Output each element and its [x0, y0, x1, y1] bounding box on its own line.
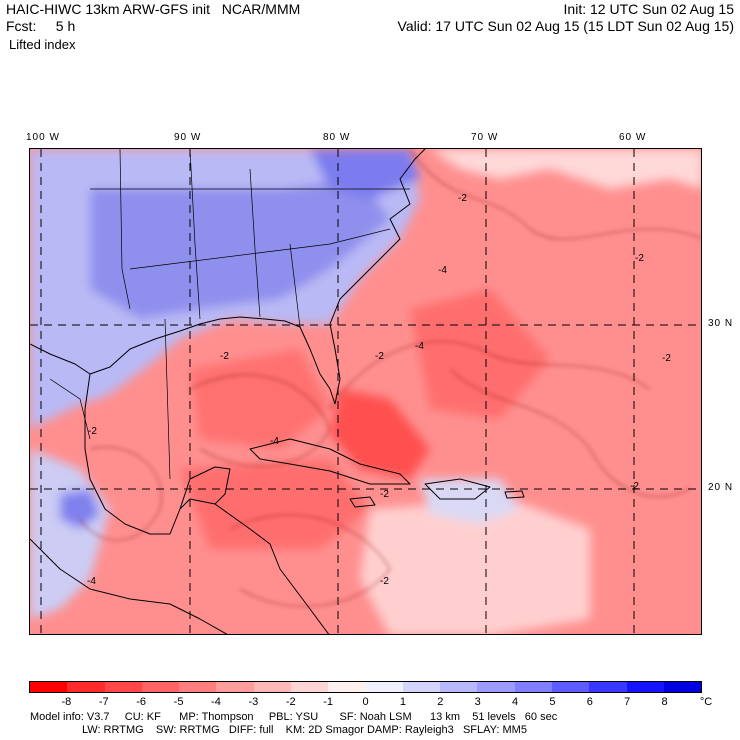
contour-label: -2	[220, 351, 229, 362]
lon-label-80w: 80 W	[323, 132, 351, 143]
colorbar-swatch	[365, 682, 403, 692]
valid-time: Valid: 17 UTC Sun 02 Aug 15 (15 LDT Sun …	[397, 18, 734, 34]
contour-label: -2	[630, 481, 639, 492]
contour-label: -2	[380, 576, 389, 587]
colorbar-tick-label: -6	[136, 696, 147, 708]
contour-label: -4	[270, 436, 279, 447]
colorbar-swatch	[67, 682, 105, 692]
stable-core-us	[90, 179, 390, 319]
stable-spot-mexico	[60, 489, 100, 529]
colorbar-swatch	[179, 682, 217, 692]
colorbar-tick-label: -1	[323, 696, 333, 708]
stable-zone-hispaniola	[420, 479, 520, 524]
colorbar-swatch	[30, 682, 68, 692]
us-east-coastline	[329, 149, 426, 405]
colorbar-tick-label: 1	[399, 696, 406, 708]
lon-label-60w: 60 W	[619, 132, 647, 143]
colorbar-swatch	[663, 682, 702, 692]
colorbar-swatch	[514, 682, 552, 692]
colorbar-swatch	[551, 682, 590, 692]
colorbar-swatch	[104, 682, 142, 692]
colorbar-swatch	[440, 682, 478, 692]
colorbar-tick-label: 0	[362, 696, 369, 708]
colorbar-tick-label: 2	[437, 696, 444, 708]
field-name: Lifted index	[9, 37, 76, 52]
graticule	[30, 149, 701, 634]
model-title: HAIC-HIWC 13km ARW-GFS init NCAR/MMM	[6, 1, 301, 17]
colorbar-swatch	[141, 682, 180, 692]
model-info-line-1: Model info: V3.7 CU: KF MP: Thompson PBL…	[30, 711, 558, 723]
colorbar-swatch	[216, 682, 254, 692]
contour-label: -2	[380, 489, 389, 500]
colorbar	[29, 681, 702, 693]
stable-core-mid-atlantic	[310, 149, 420, 199]
lifted-index-contours	[79, 149, 701, 607]
colorbar-tick-label: 3	[474, 696, 481, 708]
lon-label-100w: 100 W	[26, 132, 60, 143]
hispaniola-outline	[424, 478, 491, 500]
colorbar-swatch	[328, 682, 366, 692]
forecast-hour: Fcst: 5 h	[6, 18, 76, 34]
lat-label-30n: 30 N	[708, 318, 734, 329]
contour-label: -2	[662, 353, 671, 364]
contour-label: -2	[635, 253, 644, 264]
contour-label: -4	[87, 576, 96, 587]
puerto-rico-outline	[504, 490, 525, 499]
colorbar-tick-label: 7	[624, 696, 631, 708]
contour-label: -2	[88, 426, 97, 437]
central-america-coastline	[214, 503, 330, 634]
state-borders	[49, 149, 410, 480]
colorbar-tick-label: -8	[61, 696, 72, 708]
colorbar-tick-label: 5	[549, 696, 556, 708]
colorbar-tick-label: -3	[248, 696, 259, 708]
colorbar-tick-label: -4	[211, 696, 221, 708]
lon-label-70w: 70 W	[471, 132, 499, 143]
lon-label-90w: 90 W	[174, 132, 202, 143]
model-info-line-2: LW: RRTMG SW: RRTMG DIFF: full KM: 2D Sm…	[30, 724, 527, 736]
contour-label: -4	[415, 341, 424, 352]
colorbar-swatch	[253, 682, 291, 692]
contour-label: -4	[438, 265, 447, 276]
contour-label: -2	[375, 351, 384, 362]
unstable-zone-atlantic	[410, 289, 550, 419]
colorbar-swatch	[477, 682, 515, 692]
mexico-coastline	[84, 373, 216, 535]
neutral-zone-caribbean	[360, 499, 590, 634]
us-gulf-coastline	[30, 316, 336, 405]
yucatan-coastline	[179, 466, 231, 510]
colorbar-swatch	[290, 682, 329, 692]
colorbar-unit: °C	[699, 696, 713, 708]
contour-value-labels: -2 -4 -2 -2 -2 -4 -2 -2 -4 -2 -4 -2 -2	[87, 193, 671, 587]
jamaica-outline	[349, 496, 376, 508]
cuba-outline	[249, 438, 411, 485]
colorbar-tick-label: 8	[661, 696, 668, 708]
mexico-pacific-coastline	[30, 538, 228, 634]
colorbar-tick-label: -5	[173, 696, 184, 708]
colorbar-tick-label: 4	[511, 696, 519, 708]
lifted-index-map: -2 -4 -2 -2 -2 -4 -2 -2 -4 -2 -4 -2 -2	[29, 148, 702, 635]
init-time: Init: 12 UTC Sun 02 Aug 15	[563, 1, 734, 17]
colorbar-tick-label: 6	[586, 696, 593, 708]
lat-label-20n: 20 N	[708, 482, 734, 493]
colorbar-swatch	[589, 682, 627, 692]
contour-label: -2	[458, 193, 467, 204]
coastlines	[30, 149, 525, 634]
unstable-core-bahamas	[330, 389, 430, 479]
colorbar-tick-label: -2	[285, 696, 296, 708]
colorbar-tick-label: -7	[98, 696, 109, 708]
colorbar-swatch	[626, 682, 664, 692]
unstable-zone-gulf	[190, 349, 330, 449]
colorbar-swatch	[402, 682, 441, 692]
